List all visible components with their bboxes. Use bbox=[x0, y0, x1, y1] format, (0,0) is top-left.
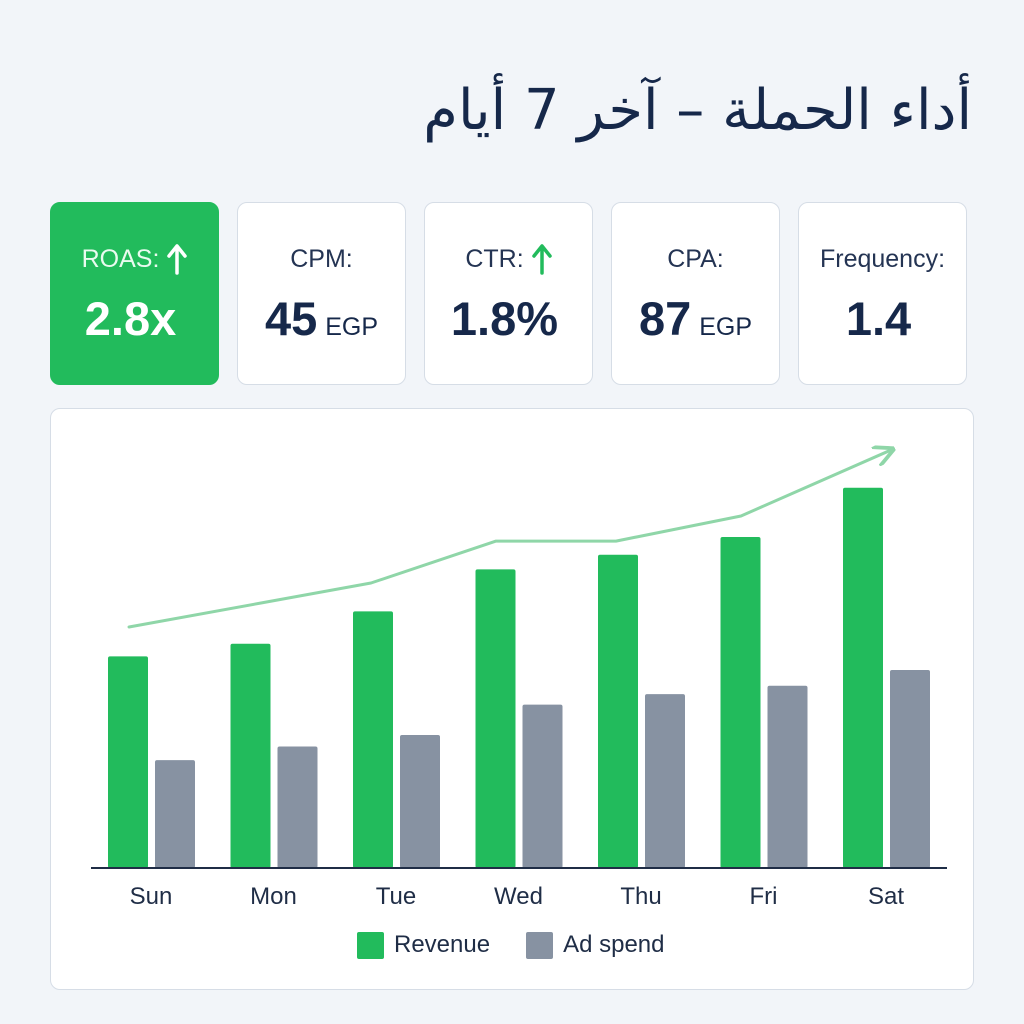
arrow-up-icon bbox=[167, 244, 188, 275]
x-tick-label: Wed bbox=[494, 883, 543, 910]
chart-panel: Sun Mon Tue Wed Thu Fri Sat Revenue Ad spend bbox=[50, 408, 974, 990]
kpi-card-roas[interactable]: ROAS: 2.8x bbox=[50, 202, 219, 385]
bar-ad-spend-sun bbox=[155, 760, 195, 868]
x-tick-label: Mon bbox=[250, 883, 297, 910]
kpi-card-ctr[interactable]: CTR: 1.8% bbox=[424, 202, 593, 385]
legend-label: Revenue bbox=[394, 931, 491, 958]
x-tick-label: Thu bbox=[620, 883, 661, 910]
x-tick-label: Fri bbox=[750, 883, 778, 910]
chart-legend: Revenue Ad spend bbox=[357, 931, 665, 959]
bar-ad-spend-sat bbox=[890, 670, 930, 868]
kpi-card-cpm[interactable]: CPM: 45 EGP bbox=[237, 202, 406, 385]
x-tick-label: Tue bbox=[376, 883, 416, 910]
bar-revenue-sun bbox=[108, 656, 148, 868]
bar-ad-spend-fri bbox=[767, 685, 808, 868]
bar-chart: Sun Mon Tue Wed Thu Fri Sat bbox=[91, 409, 947, 910]
legend-item-ad-spend[interactable]: Ad spend bbox=[526, 931, 665, 959]
kpi-label: CTR: bbox=[465, 244, 524, 273]
arrow-up-icon bbox=[531, 244, 552, 275]
bar-ad-spend-mon bbox=[277, 746, 318, 868]
bar-revenue-mon bbox=[230, 643, 271, 868]
x-tick-label: Sat bbox=[868, 883, 904, 910]
bar-revenue-wed bbox=[475, 569, 516, 868]
kpi-row: ROAS: 2.8x CPM: 45 EGP CTR: 1.8% bbox=[50, 202, 967, 385]
bar-ad-spend-wed bbox=[522, 704, 563, 868]
x-tick-label: Sun bbox=[130, 883, 173, 910]
kpi-card-cpa[interactable]: CPA: 87 EGP bbox=[611, 202, 780, 385]
page-title: أداء الحملة – آخر 7 أيام bbox=[423, 78, 972, 143]
bar-revenue-thu bbox=[598, 554, 638, 868]
kpi-card-frequency[interactable]: Frequency: 1.4 bbox=[798, 202, 967, 385]
legend-swatch bbox=[357, 931, 384, 959]
bar-ad-spend-thu bbox=[645, 694, 685, 868]
kpi-value: 87 bbox=[638, 292, 692, 345]
bar-revenue-sat bbox=[843, 487, 883, 868]
kpi-label: ROAS: bbox=[81, 244, 160, 273]
kpi-value: 45 bbox=[264, 292, 318, 345]
kpi-unit: EGP bbox=[699, 313, 753, 341]
kpi-value: 1.8% bbox=[450, 292, 559, 345]
kpi-unit: EGP bbox=[325, 313, 379, 341]
legend-item-revenue[interactable]: Revenue bbox=[357, 931, 490, 959]
kpi-value: 2.8x bbox=[84, 292, 177, 345]
kpi-label: CPM: bbox=[290, 244, 353, 273]
bar-revenue-fri bbox=[720, 536, 761, 868]
kpi-label: CPA: bbox=[667, 244, 724, 273]
bar-ad-spend-tue bbox=[400, 734, 440, 868]
kpi-value: 1.4 bbox=[845, 292, 912, 345]
legend-swatch bbox=[526, 931, 554, 959]
legend-label: Ad spend bbox=[563, 931, 665, 958]
trend-line bbox=[127, 450, 891, 629]
bar-revenue-tue bbox=[353, 611, 393, 868]
kpi-label: Frequency: bbox=[819, 244, 946, 273]
